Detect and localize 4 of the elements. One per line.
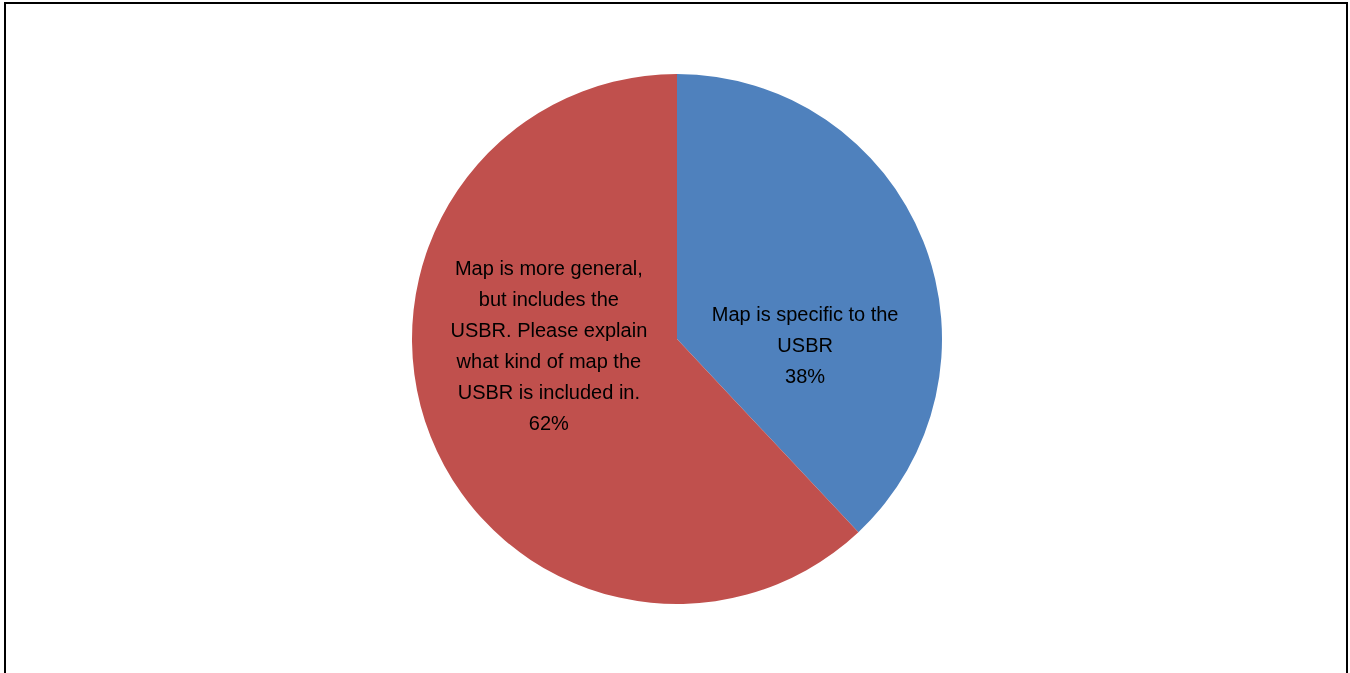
slice-label: Map is specific to the USBR bbox=[711, 303, 899, 357]
data-label: 38% bbox=[785, 365, 826, 388]
slice-label: Map is more general, but includes the USBR. Please explain what kind of map the USBR is included in. bbox=[450, 256, 648, 403]
data-label: 62% bbox=[528, 411, 570, 434]
